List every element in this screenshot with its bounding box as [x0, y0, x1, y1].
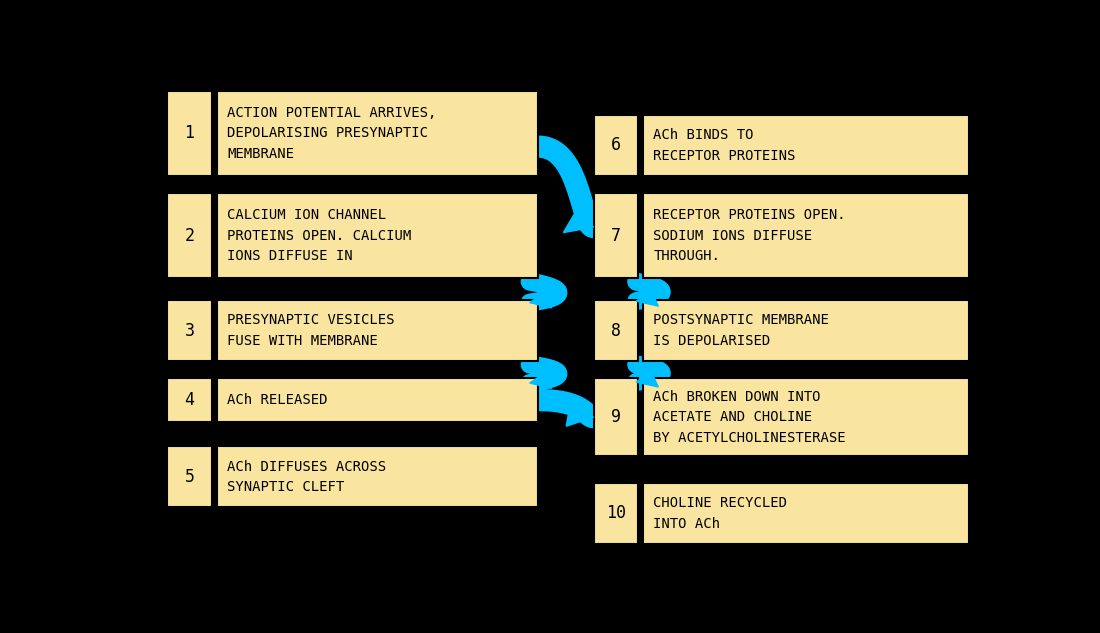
Text: ACh RELEASED: ACh RELEASED: [227, 393, 328, 407]
Text: 2: 2: [185, 227, 195, 244]
Text: ACh DIFFUSES ACROSS
SYNAPTIC CLEFT: ACh DIFFUSES ACROSS SYNAPTIC CLEFT: [227, 460, 386, 494]
Text: 9: 9: [610, 408, 620, 426]
FancyBboxPatch shape: [594, 483, 638, 544]
Text: 7: 7: [610, 227, 620, 244]
Text: CALCIUM ION CHANNEL
PROTEINS OPEN. CALCIUM
IONS DIFFUSE IN: CALCIUM ION CHANNEL PROTEINS OPEN. CALCI…: [227, 208, 411, 263]
FancyBboxPatch shape: [167, 378, 211, 422]
FancyBboxPatch shape: [594, 115, 638, 176]
Text: 10: 10: [606, 505, 626, 522]
FancyBboxPatch shape: [167, 446, 211, 507]
FancyBboxPatch shape: [594, 300, 638, 361]
FancyBboxPatch shape: [217, 193, 538, 279]
Text: 8: 8: [610, 322, 620, 340]
FancyBboxPatch shape: [217, 91, 538, 176]
Text: RECEPTOR PROTEINS OPEN.
SODIUM IONS DIFFUSE
THROUGH.: RECEPTOR PROTEINS OPEN. SODIUM IONS DIFF…: [653, 208, 846, 263]
FancyBboxPatch shape: [594, 378, 638, 456]
FancyBboxPatch shape: [644, 378, 969, 456]
Text: POSTSYNAPTIC MEMBRANE
IS DEPOLARISED: POSTSYNAPTIC MEMBRANE IS DEPOLARISED: [653, 313, 829, 348]
Text: PRESYNAPTIC VESICLES
FUSE WITH MEMBRANE: PRESYNAPTIC VESICLES FUSE WITH MEMBRANE: [227, 313, 395, 348]
FancyBboxPatch shape: [644, 483, 969, 544]
Text: 3: 3: [185, 322, 195, 340]
Text: ACh BROKEN DOWN INTO
ACETATE AND CHOLINE
BY ACETYLCHOLINESTERASE: ACh BROKEN DOWN INTO ACETATE AND CHOLINE…: [653, 389, 846, 445]
Text: ACTION POTENTIAL ARRIVES,
DEPOLARISING PRESYNAPTIC
MEMBRANE: ACTION POTENTIAL ARRIVES, DEPOLARISING P…: [227, 106, 437, 161]
FancyBboxPatch shape: [644, 115, 969, 176]
FancyBboxPatch shape: [644, 193, 969, 279]
FancyBboxPatch shape: [217, 300, 538, 361]
Text: 6: 6: [610, 137, 620, 154]
Polygon shape: [636, 291, 658, 306]
FancyBboxPatch shape: [594, 193, 638, 279]
Text: ACh BINDS TO
RECEPTOR PROTEINS: ACh BINDS TO RECEPTOR PROTEINS: [653, 128, 795, 163]
Polygon shape: [566, 405, 594, 426]
Text: 5: 5: [185, 468, 195, 486]
FancyBboxPatch shape: [644, 300, 969, 361]
FancyBboxPatch shape: [167, 193, 211, 279]
Text: 1: 1: [185, 124, 195, 142]
Text: CHOLINE RECYCLED
INTO ACh: CHOLINE RECYCLED INTO ACh: [653, 496, 788, 530]
FancyBboxPatch shape: [217, 378, 538, 422]
Polygon shape: [530, 292, 551, 308]
FancyBboxPatch shape: [167, 91, 211, 176]
Polygon shape: [636, 372, 658, 387]
FancyBboxPatch shape: [167, 300, 211, 361]
FancyBboxPatch shape: [217, 446, 538, 507]
Polygon shape: [563, 212, 594, 232]
Polygon shape: [530, 373, 551, 389]
Text: 4: 4: [185, 391, 195, 409]
